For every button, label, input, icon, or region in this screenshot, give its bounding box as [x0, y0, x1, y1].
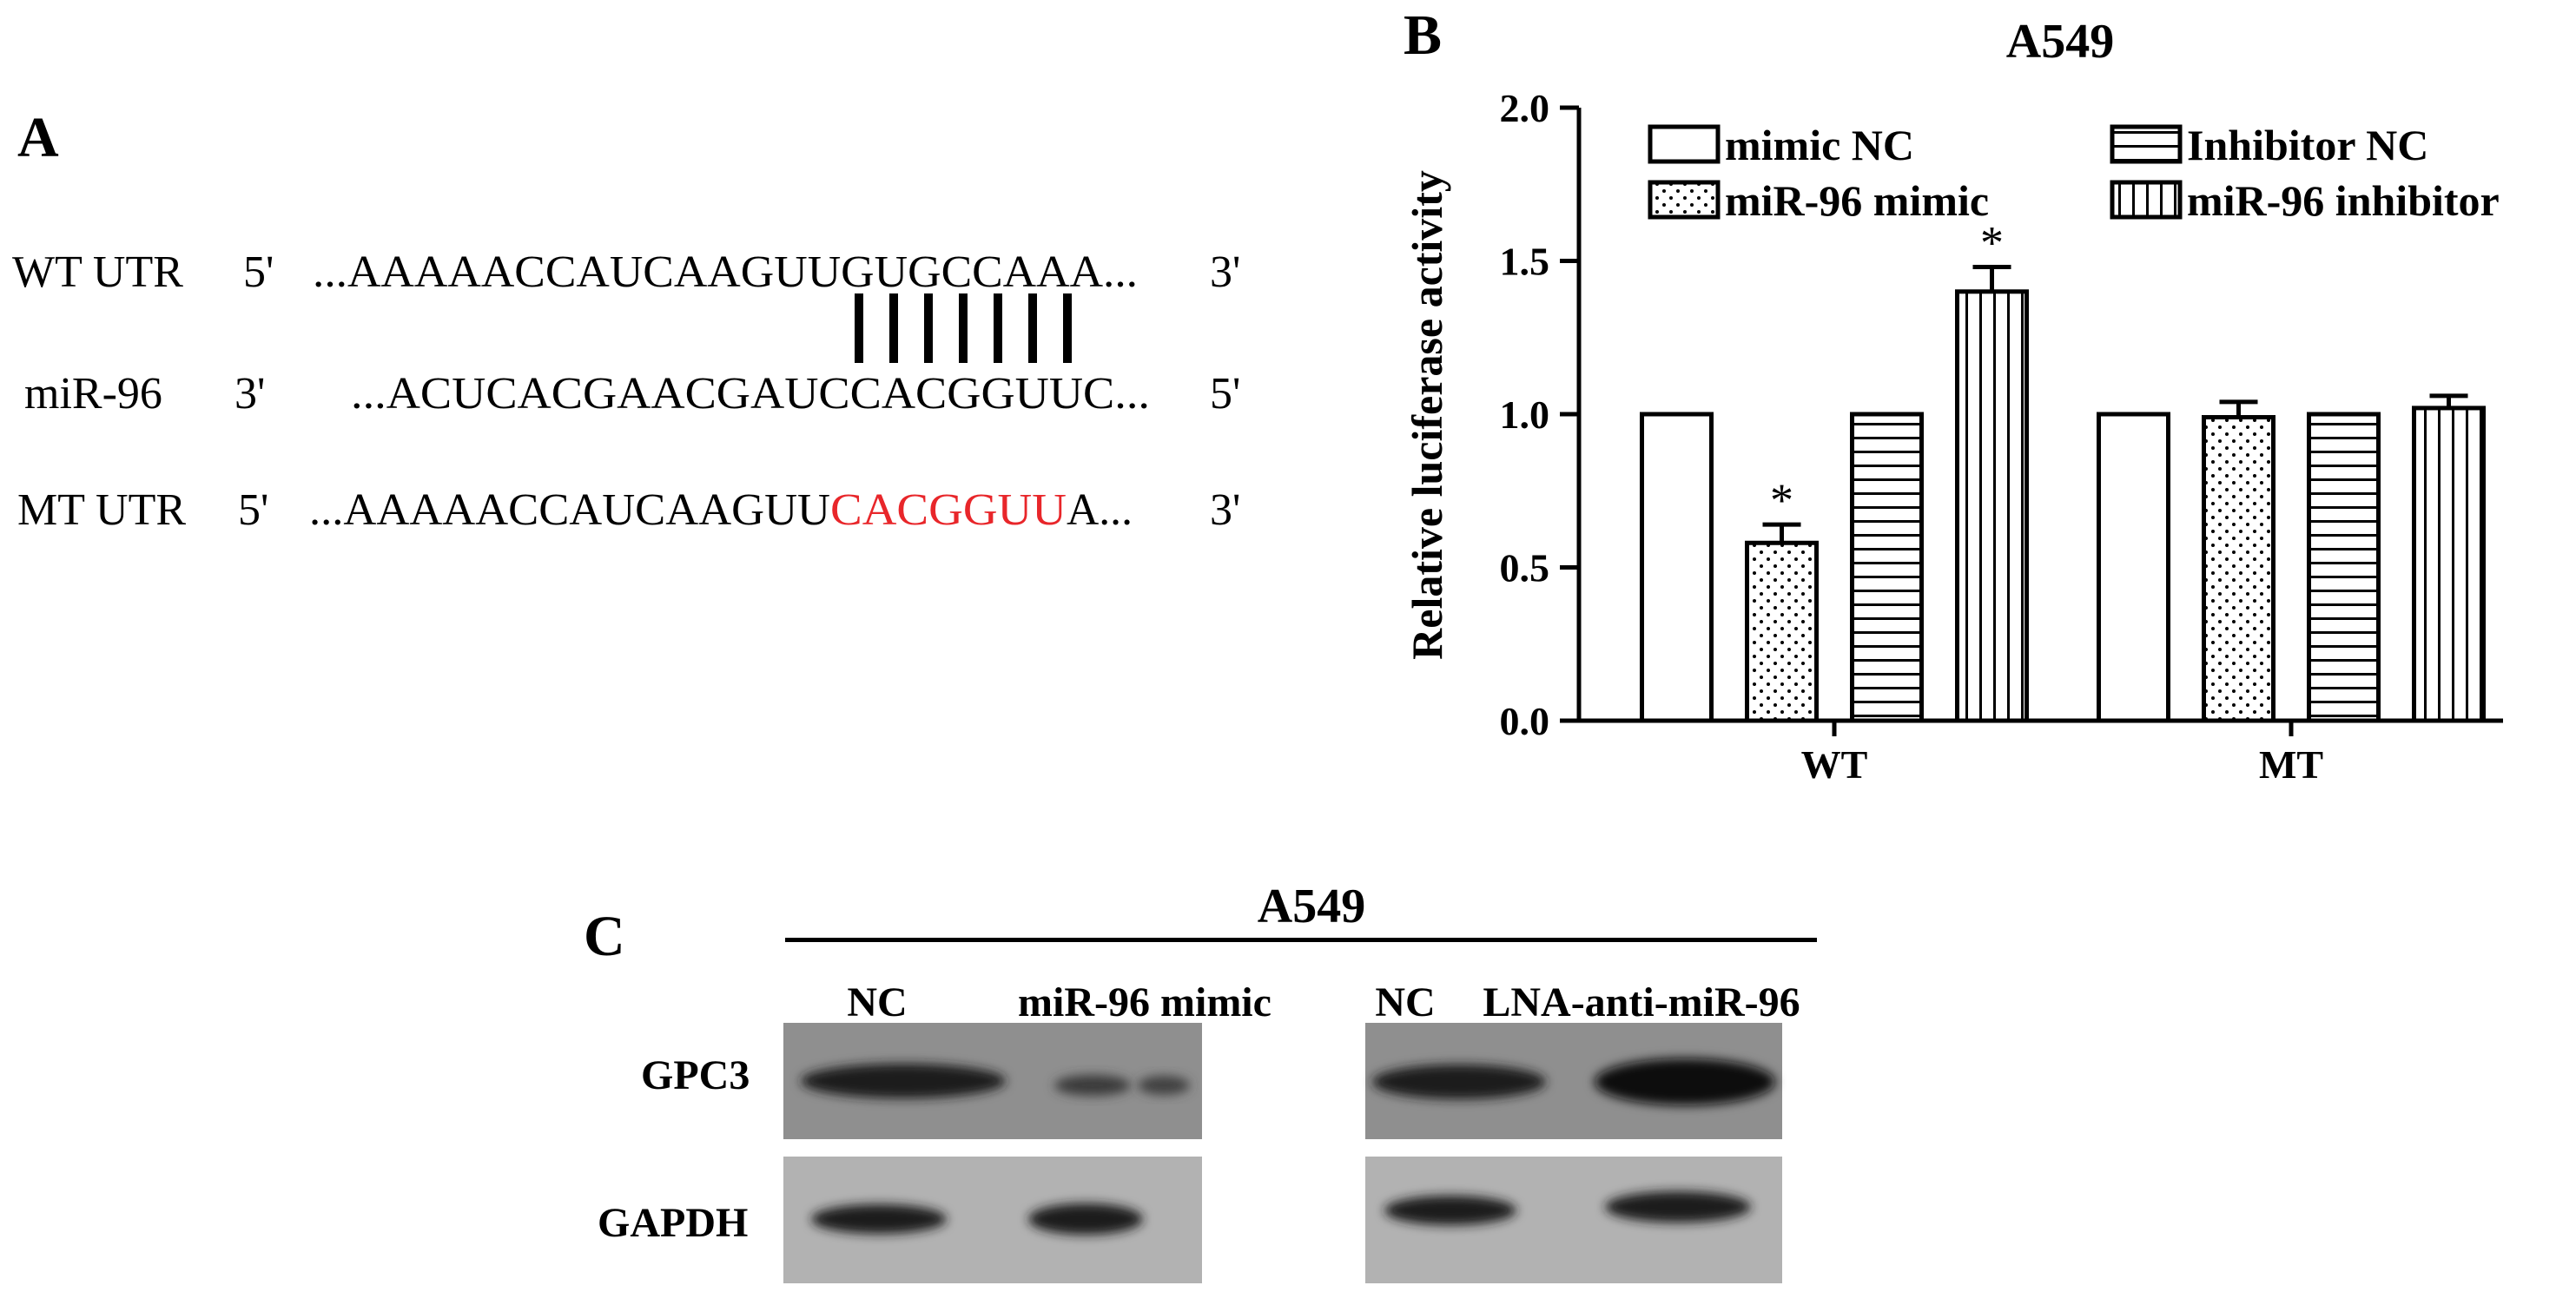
- legend-label: mimic NC: [1725, 121, 1914, 169]
- blot-gapdh-left: [783, 1157, 1202, 1283]
- lane-label-nc-left: NC: [847, 979, 907, 1025]
- mt-utr-three-prime: 3': [1210, 485, 1240, 535]
- bar: [2202, 415, 2275, 723]
- pair-line: [855, 293, 863, 363]
- blot-title-rule: [785, 938, 1817, 942]
- bar: [1955, 289, 2029, 723]
- panel-c-letter: C: [584, 905, 625, 968]
- legend-label: Inhibitor NC: [2187, 121, 2428, 169]
- panel-c: C A549 NC miR-96 mimic NC LNA-anti-miR-9…: [584, 880, 1817, 1283]
- panel-b-letter: B: [1404, 3, 1442, 67]
- mt-utr-five-prime: 5': [238, 485, 268, 535]
- pair-line: [1028, 293, 1037, 363]
- bar: [1640, 412, 1714, 723]
- legend-swatch: [2110, 124, 2183, 164]
- pair-line: [994, 293, 1002, 363]
- blot-gpc3-left: [783, 1023, 1202, 1139]
- mt-utr-sequence: ...AAAAACCAUCAAGUU: [309, 485, 830, 535]
- blot-title: A549: [1258, 880, 1365, 933]
- blot-gapdh-right: [1365, 1157, 1782, 1283]
- bar: [1850, 412, 1924, 723]
- legend-swatch: [1648, 124, 1721, 164]
- mt-utr-label: MT UTR: [17, 485, 186, 535]
- x-tick-label: MT: [2259, 742, 2323, 787]
- pair-line: [889, 293, 898, 363]
- mir96-three-prime: 3': [234, 369, 265, 419]
- legend: mimic NC miR-96 mimic Inhibitor NC miR-96 i…: [1648, 121, 2500, 225]
- panel-a: A WT UTR 5' ...AAAAACCAUCAAGUUGUGCCAAA..…: [12, 106, 1240, 535]
- legend-label: miR-96 mimic: [1725, 176, 1989, 225]
- x-axis: WT MT: [1579, 718, 2503, 787]
- wt-utr-three-prime: 3': [1210, 247, 1240, 297]
- wt-utr-five-prime: 5': [243, 247, 274, 297]
- panel-a-letter: A: [17, 106, 59, 169]
- y-tick-label: 2.0: [1500, 86, 1550, 130]
- pair-line: [959, 293, 968, 363]
- x-tick-label: WT: [1801, 742, 1868, 787]
- y-tick-label: 0.0: [1500, 699, 1550, 743]
- significance-star: *: [1980, 217, 2004, 269]
- bar: [2307, 412, 2381, 723]
- base-pairing-lines: [855, 293, 1072, 363]
- panel-b: B A549 Relative luciferase activity 0.00…: [1403, 3, 2503, 787]
- bar: [1745, 540, 1819, 723]
- chart-title: A549: [2006, 15, 2114, 69]
- bar: [2097, 412, 2170, 723]
- row-label-gapdh: GAPDH: [598, 1200, 748, 1246]
- legend-swatch: [1648, 180, 1721, 220]
- legend-label: miR-96 inhibitor: [2187, 176, 2500, 225]
- wt-utr-sequence: ...AAAAACCAUCAAGUUGUGCCAAA...: [313, 247, 1138, 297]
- lane-label-nc-right: NC: [1375, 979, 1435, 1025]
- bar: [2412, 405, 2486, 723]
- blot-gpc3-right: [1365, 1023, 1782, 1139]
- y-tick-label: 1.0: [1500, 392, 1550, 437]
- legend-swatch: [2110, 180, 2183, 220]
- mir96-sequence: ...ACUCACGAACGAUCCACGGUUC...: [351, 369, 1150, 419]
- significance-star: *: [1770, 474, 1793, 526]
- y-tick-label: 1.5: [1500, 240, 1550, 284]
- pair-line: [1063, 293, 1072, 363]
- mir96-label: miR-96: [24, 369, 162, 419]
- y-tick-label: 0.5: [1500, 546, 1550, 590]
- mir96-five-prime: 5': [1210, 369, 1240, 419]
- y-axis-label: Relative luciferase activity: [1403, 170, 1451, 660]
- row-label-gpc3: GPC3: [641, 1052, 750, 1098]
- bars: **: [1640, 217, 2486, 723]
- mt-utr-sequence-end: A...: [1067, 485, 1133, 535]
- y-axis: 0.0 0.5 1.0 1.5 2.0: [1500, 86, 1582, 743]
- lane-label-mir96-mimic: miR-96 mimic: [1018, 979, 1271, 1025]
- mt-utr-mutant-bases: CACGGUU: [830, 485, 1067, 535]
- lane-label-lna-anti-mir96: LNA-anti-miR-96: [1483, 979, 1800, 1025]
- pair-line: [924, 293, 933, 363]
- wt-utr-label: WT UTR: [12, 247, 183, 297]
